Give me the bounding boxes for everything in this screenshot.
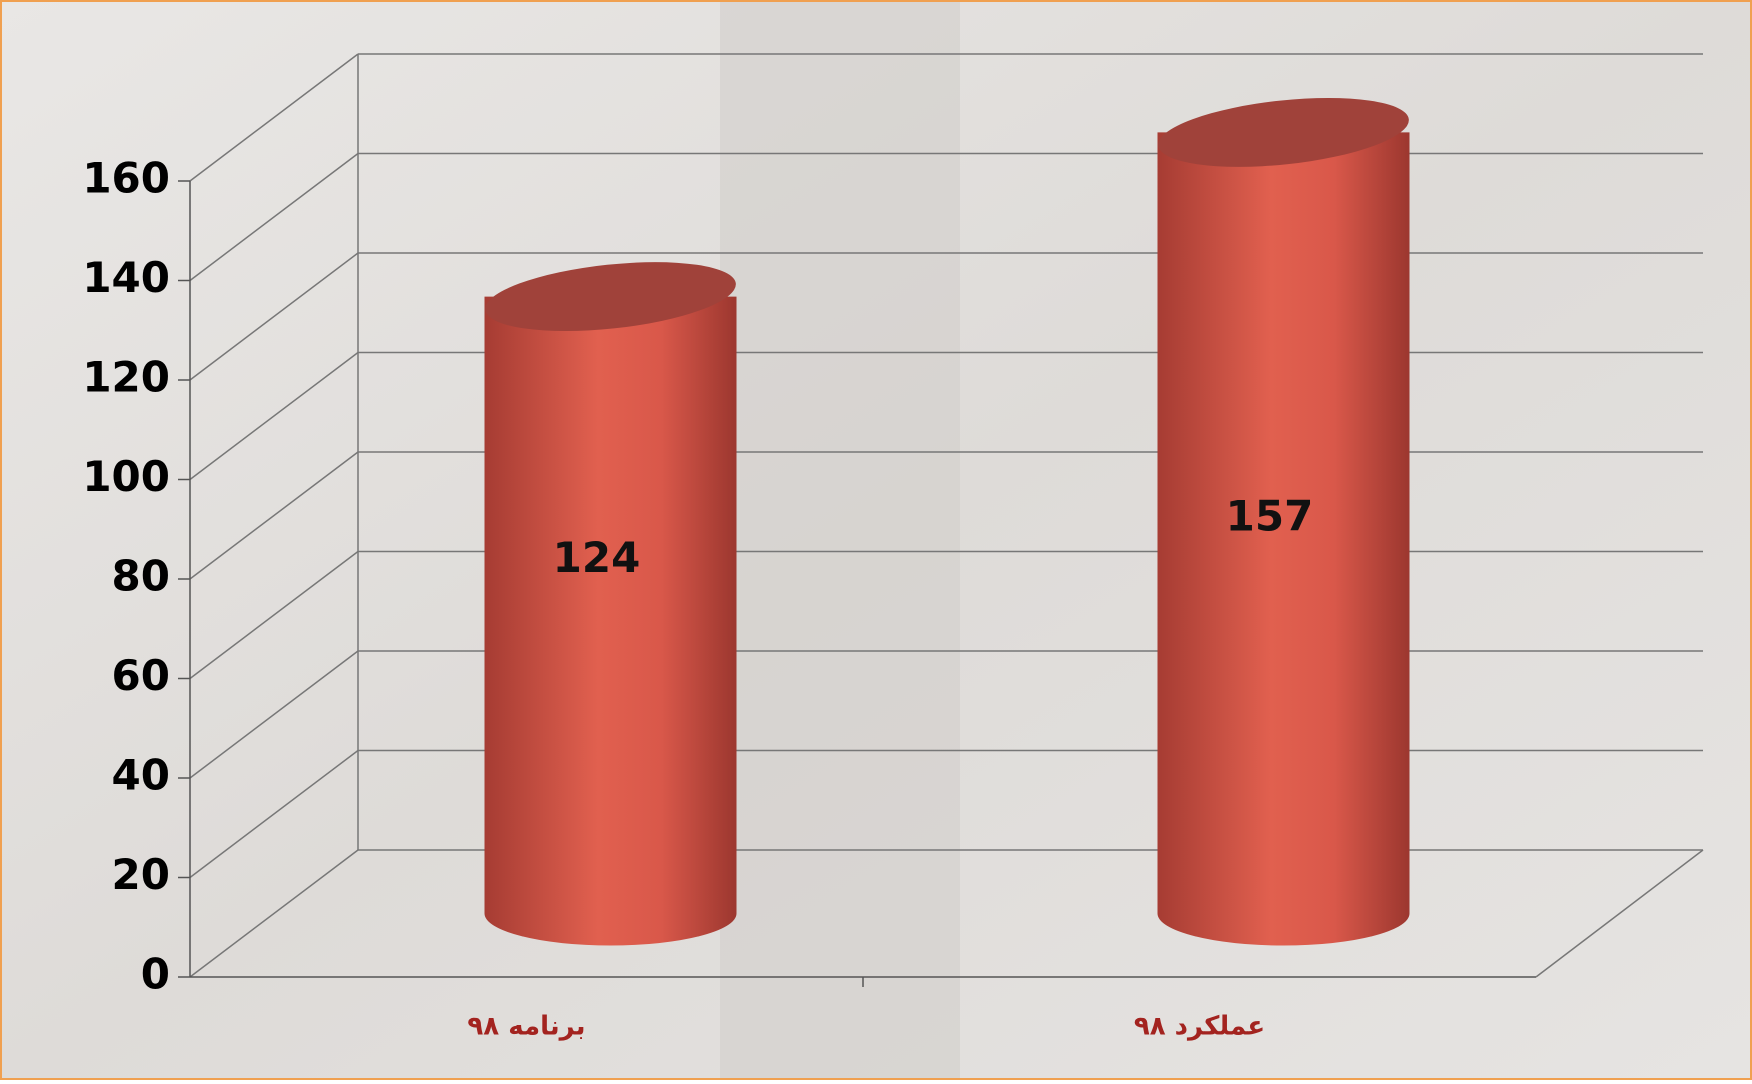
- cylinder-body: [484, 296, 737, 946]
- y-tick-label: 60: [112, 651, 170, 700]
- grid-line-depth: [189, 749, 359, 879]
- floor-edge: [1535, 849, 1704, 978]
- y-tick-label: 40: [112, 751, 170, 800]
- background-building: [720, 0, 960, 1080]
- grid-line-depth: [189, 451, 359, 580]
- grid-line-depth: [189, 351, 359, 481]
- grid-line-depth: [189, 252, 359, 381]
- x-tick-label: برنامه ۹۸: [467, 1012, 585, 1042]
- y-tick-label: 100: [82, 452, 170, 501]
- y-tick-label: 20: [112, 850, 170, 899]
- value-label: 157: [1226, 492, 1314, 541]
- value-label: 124: [553, 533, 641, 582]
- x-tick-label: عملکرد ۹۸: [1134, 1012, 1265, 1042]
- grid-line-depth: [189, 849, 359, 978]
- cylinder-body: [1157, 132, 1410, 946]
- grid-line-depth: [189, 53, 359, 182]
- y-tick-label: 0: [141, 950, 170, 999]
- cylinder-top: [1158, 97, 1409, 167]
- grid-line-depth: [189, 152, 359, 282]
- y-tick-label: 120: [82, 353, 170, 402]
- y-tick-label: 80: [112, 552, 170, 601]
- cylinder-top: [485, 262, 736, 332]
- y-tick-label: 140: [82, 253, 170, 302]
- grid-line-depth: [189, 650, 359, 779]
- grid-line-depth: [189, 550, 359, 680]
- y-tick-label: 160: [82, 154, 170, 203]
